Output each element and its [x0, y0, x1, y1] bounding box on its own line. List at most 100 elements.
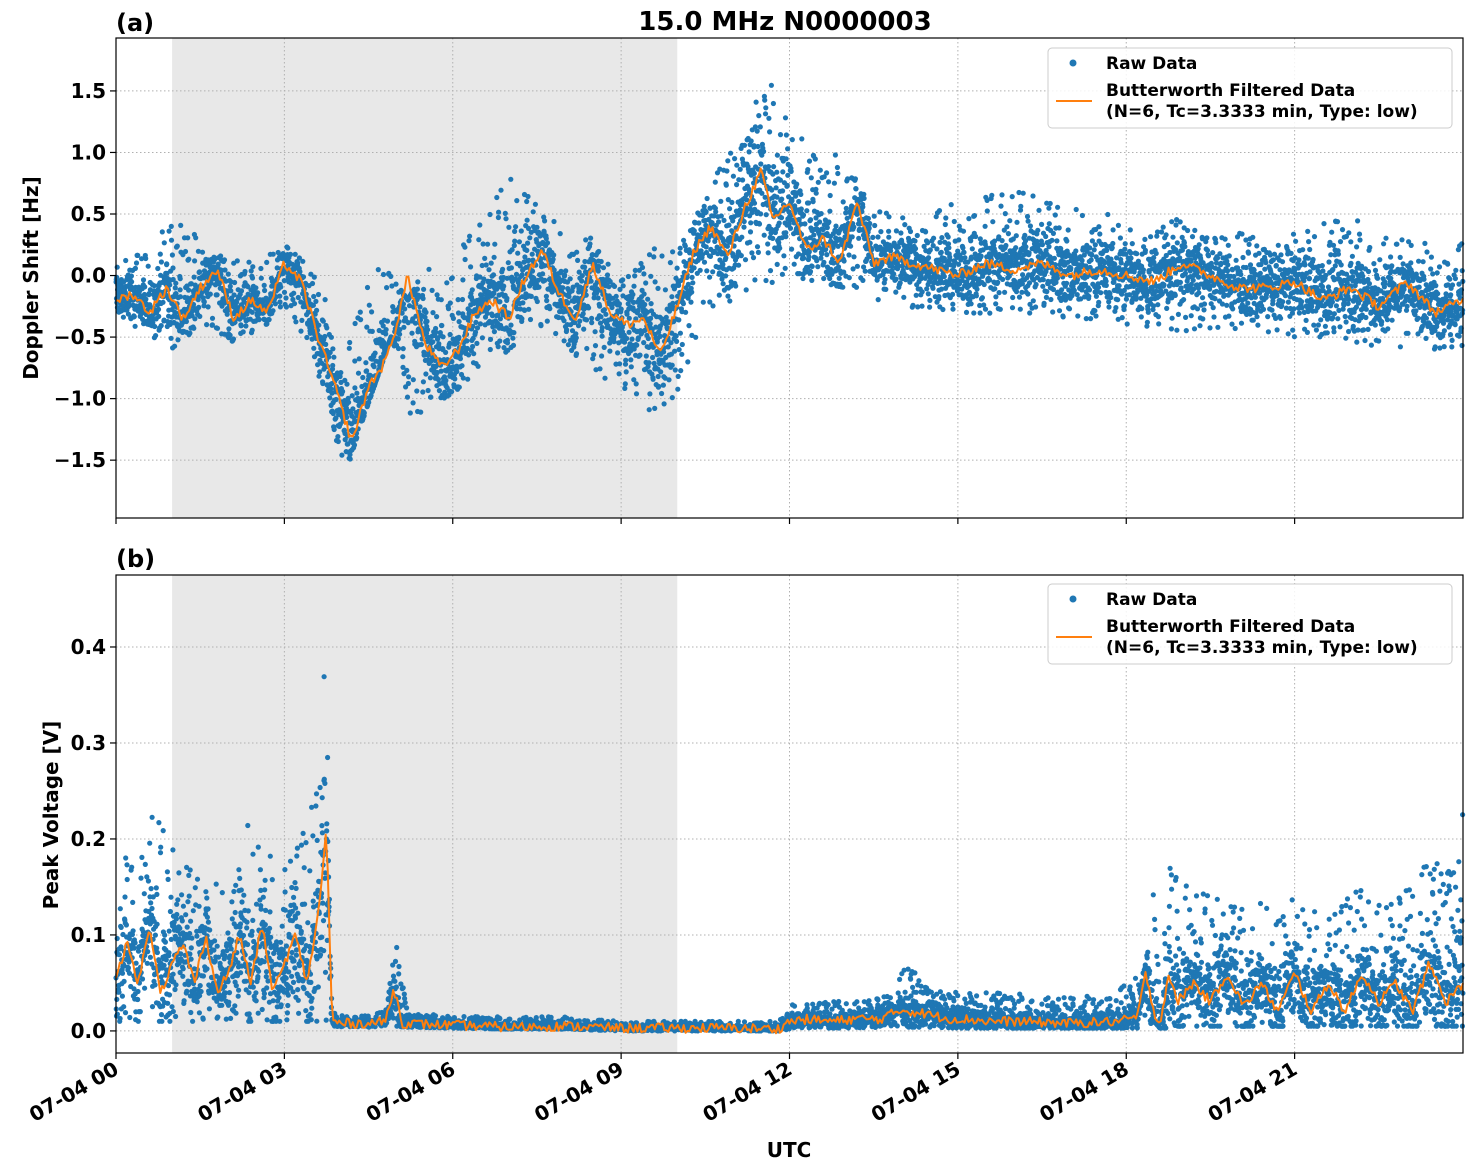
- raw-data-point: [860, 277, 866, 283]
- raw-data-point: [1048, 296, 1054, 303]
- raw-data-point: [464, 345, 470, 352]
- raw-data-point: [948, 202, 954, 208]
- raw-data-point: [177, 287, 183, 293]
- raw-data-point: [177, 294, 183, 300]
- raw-data-point: [1044, 289, 1050, 295]
- raw-data-point: [1117, 235, 1123, 241]
- raw-data-point: [427, 375, 433, 381]
- raw-data-point: [272, 301, 278, 307]
- raw-data-point: [1201, 307, 1207, 313]
- raw-data-point: [620, 283, 626, 289]
- raw-data-point: [599, 353, 605, 359]
- raw-data-point: [525, 240, 531, 246]
- raw-data-point: [152, 323, 158, 330]
- raw-data-point: [466, 352, 472, 358]
- raw-data-point: [646, 360, 652, 366]
- raw-data-point: [854, 263, 861, 269]
- raw-data-point: [779, 196, 785, 202]
- raw-data-point: [168, 223, 174, 229]
- raw-data-point: [551, 218, 557, 225]
- raw-data-point: [620, 277, 626, 283]
- raw-data-point: [725, 158, 731, 164]
- raw-data-point: [641, 340, 647, 346]
- raw-data-point: [300, 274, 307, 280]
- raw-data-point: [674, 338, 680, 344]
- raw-data-point: [243, 323, 249, 329]
- raw-data-point: [1204, 247, 1211, 253]
- raw-data-point: [300, 258, 306, 264]
- raw-data-point: [998, 203, 1004, 209]
- raw-data-point: [191, 325, 197, 331]
- raw-data-point: [1010, 294, 1016, 301]
- raw-data-point: [637, 352, 643, 358]
- raw-data-point: [232, 279, 238, 286]
- raw-data-point: [151, 283, 157, 289]
- raw-data-point: [333, 396, 339, 403]
- raw-data-point: [577, 318, 583, 324]
- raw-data-point: [849, 234, 855, 240]
- raw-data-point: [372, 350, 378, 356]
- raw-data-point: [1007, 218, 1013, 224]
- raw-data-point: [434, 292, 440, 298]
- raw-data-point: [977, 310, 983, 316]
- raw-data-point: [625, 273, 632, 280]
- raw-data-point: [912, 246, 919, 252]
- raw-data-point: [250, 264, 256, 270]
- raw-data-point: [157, 251, 163, 257]
- raw-data-point: [683, 309, 689, 315]
- raw-data-point: [495, 312, 501, 318]
- raw-data-point: [345, 395, 351, 401]
- raw-data-point: [1026, 250, 1032, 256]
- raw-data-point: [806, 254, 812, 260]
- raw-data-point: [502, 210, 508, 216]
- raw-data-point: [755, 143, 761, 150]
- raw-data-point: [1065, 227, 1071, 233]
- raw-data-point: [363, 360, 369, 366]
- raw-data-point: [750, 255, 757, 261]
- raw-data-point: [167, 282, 173, 288]
- raw-data-point: [586, 305, 592, 311]
- raw-data-point: [783, 132, 790, 138]
- raw-data-point: [579, 278, 585, 284]
- raw-data-point: [405, 380, 411, 387]
- raw-data-point: [283, 295, 289, 301]
- raw-data-point: [409, 330, 415, 336]
- raw-data-point: [438, 297, 444, 303]
- raw-data-point: [676, 282, 682, 288]
- raw-data-point: [406, 374, 412, 380]
- raw-data-point: [787, 225, 794, 231]
- raw-data-point: [815, 264, 821, 270]
- raw-data-point: [122, 289, 128, 296]
- raw-data-point: [623, 357, 629, 363]
- raw-data-point: [369, 328, 375, 334]
- raw-data-point: [1088, 316, 1094, 322]
- raw-data-point: [471, 351, 477, 357]
- raw-data-point: [1092, 308, 1098, 314]
- raw-data-point: [356, 356, 362, 362]
- raw-data-point: [676, 317, 682, 323]
- raw-data-point: [770, 235, 776, 241]
- raw-data-point: [817, 167, 823, 173]
- raw-data-point: [311, 274, 317, 280]
- raw-data-point: [956, 237, 962, 243]
- raw-data-point: [281, 289, 288, 295]
- raw-data-point: [214, 325, 221, 331]
- raw-data-point: [567, 276, 573, 282]
- raw-data-point: [1160, 224, 1166, 230]
- raw-data-point: [462, 256, 468, 263]
- raw-data-point: [1025, 291, 1031, 297]
- raw-data-point: [741, 142, 748, 148]
- raw-data-point: [1181, 297, 1187, 303]
- raw-data-point: [316, 373, 322, 379]
- raw-data-point: [648, 301, 654, 307]
- raw-data-point: [1127, 227, 1133, 233]
- raw-data-point: [274, 265, 280, 271]
- raw-data-point: [927, 247, 933, 253]
- raw-data-point: [375, 267, 381, 273]
- raw-data-point: [616, 371, 622, 377]
- raw-data-point: [487, 211, 493, 218]
- raw-data-point: [459, 349, 465, 355]
- raw-data-point: [686, 323, 692, 329]
- raw-data-point: [856, 235, 862, 241]
- raw-data-point: [812, 156, 818, 162]
